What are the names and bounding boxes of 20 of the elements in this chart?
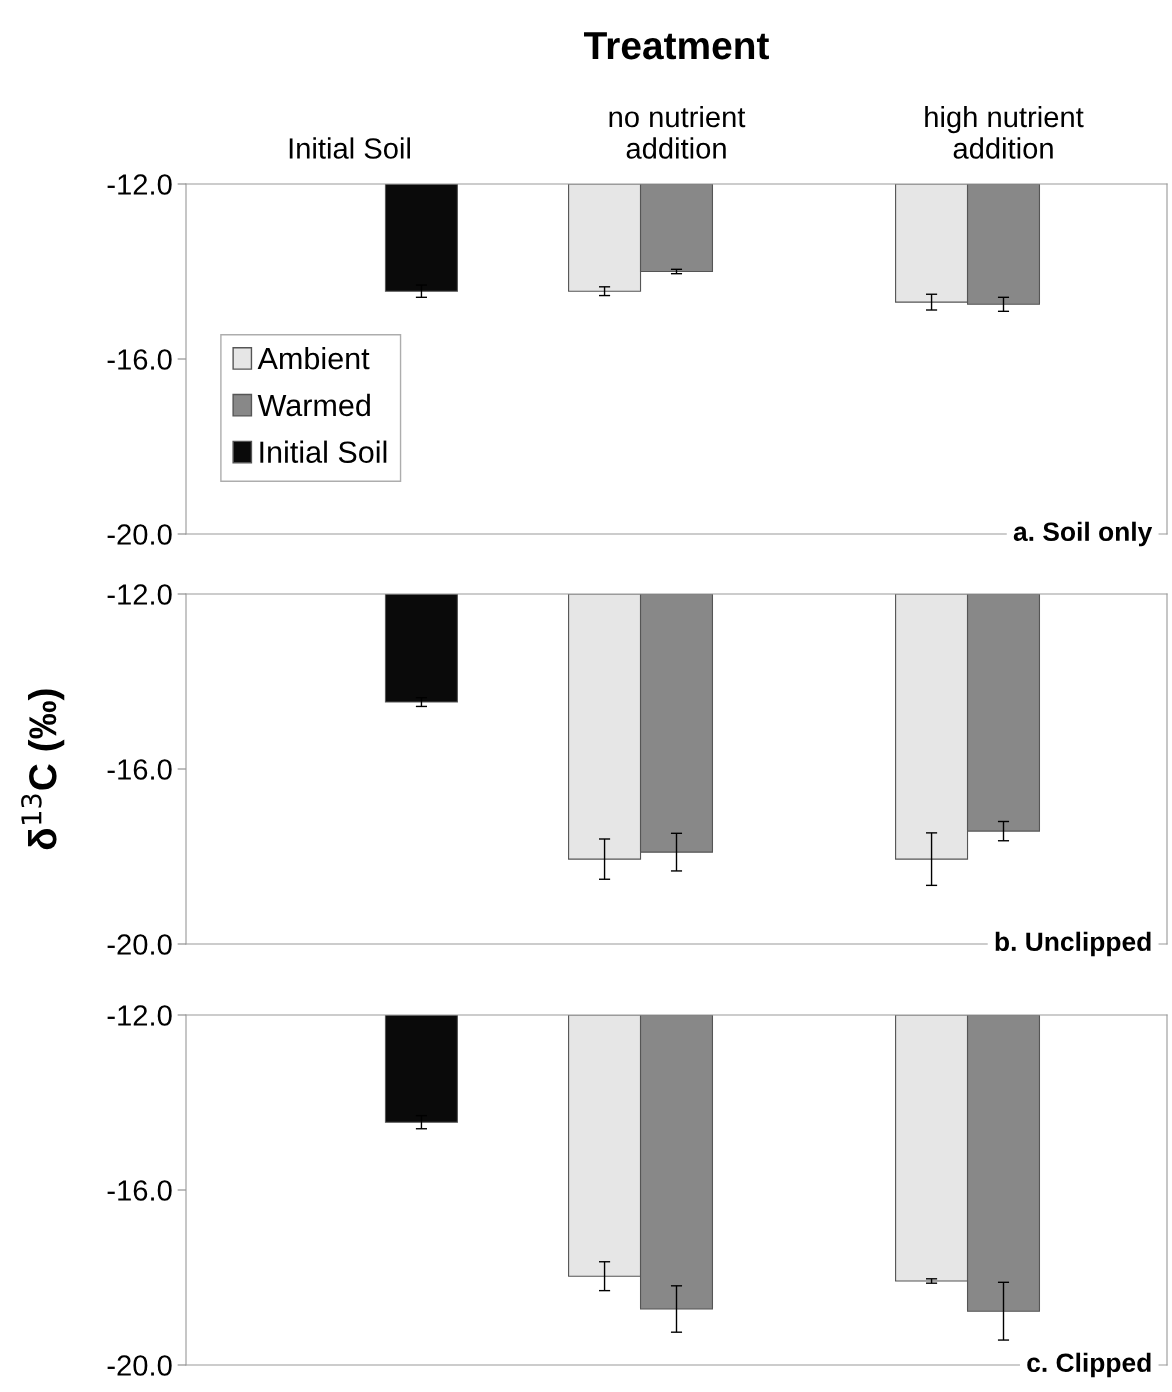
x-tick-label: high nutrient addition <box>925 105 1084 159</box>
x-tick-label: no nutrient addition <box>609 105 746 159</box>
annotation: c. Clipped <box>1027 1352 1151 1378</box>
y-tick-label: -12.0 <box>107 1005 172 1026</box>
y-tick-label: -20.0 <box>107 524 172 545</box>
y-tick-label: -20.0 <box>107 934 172 955</box>
y-tick-label: -12.0 <box>107 584 172 605</box>
annotation: a. Soil only <box>1013 521 1153 547</box>
y-tick-label: -16.0 <box>107 1180 172 1201</box>
annotation: b. Unclipped <box>995 931 1151 957</box>
x-tick-label: Initial Soil <box>289 137 410 159</box>
chart-title: Treatment <box>584 32 769 60</box>
legend-label: Ambient <box>257 346 370 370</box>
y-tick-label: -20.0 <box>107 1355 172 1376</box>
legend-label: Warmed <box>257 393 370 417</box>
y-tick-label: -16.0 <box>107 349 172 370</box>
legend-label: Initial Soil <box>260 440 387 464</box>
y-tick-label: -16.0 <box>107 759 172 780</box>
y-tick-label: -12.0 <box>107 174 172 195</box>
y-axis-title: δ$^{13}$C (‰) <box>21 689 65 850</box>
